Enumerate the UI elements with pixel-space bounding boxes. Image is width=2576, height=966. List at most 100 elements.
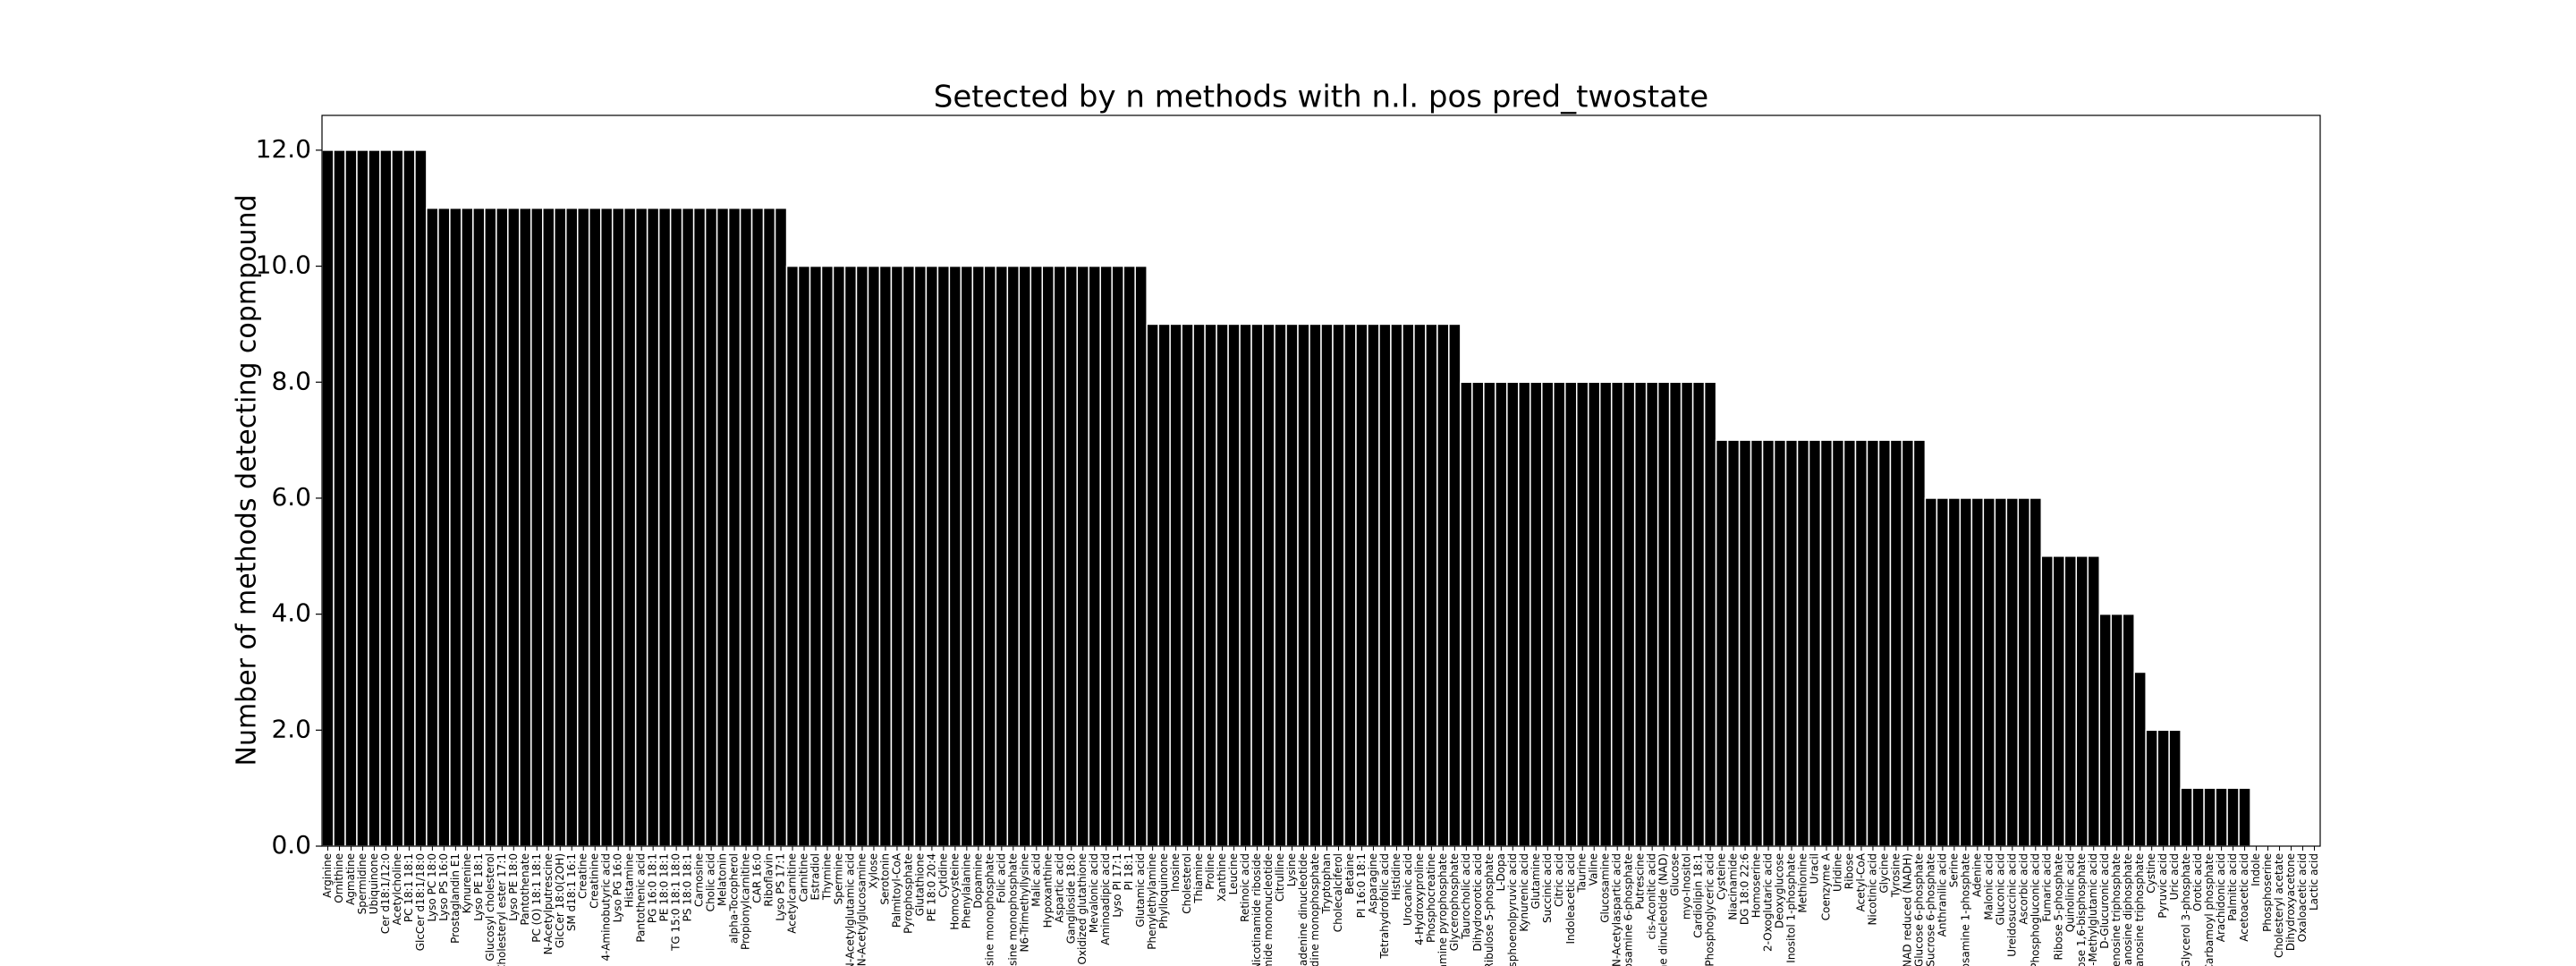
bar: [1262, 323, 1275, 847]
x-tick-label: Lysine: [1285, 853, 1298, 886]
bar: [368, 149, 381, 847]
x-tick-label: Lyso PS 16:0: [437, 853, 450, 921]
bar: [588, 207, 602, 847]
x-tick-label: Kynurenine: [461, 853, 473, 913]
bar: [774, 207, 788, 847]
chart-title: Setected by n methods with n.l. pos pred…: [934, 80, 1708, 115]
bar: [414, 149, 428, 847]
x-tick-label: Fructose 1,6-bisphosphate: [2075, 853, 2088, 966]
bar: [1808, 439, 1822, 847]
x-tick-label: PS 18:0 18:1: [682, 853, 694, 921]
bar: [797, 265, 811, 847]
bar: [1181, 323, 1194, 847]
bar: [2017, 497, 2031, 847]
x-tick-label: Arachidonic acid: [2215, 853, 2227, 942]
x-tick-label: Adenosine triphosphate: [2110, 853, 2123, 966]
x-tick-label: alpha-Tocopherol: [728, 853, 741, 944]
x-tick-label: Cytidine: [936, 853, 949, 897]
x-tick-label: Carbamoyl phosphate: [2203, 853, 2216, 966]
x-tick-label: Thiamine pyrophosphate: [1436, 853, 1449, 966]
bar: [437, 207, 451, 847]
x-tick-label: Phenylalanine: [960, 853, 972, 928]
bar: [1703, 381, 1717, 847]
x-tick-label: Ribose: [1843, 853, 1855, 889]
x-tick-label: Fumaric acid: [2040, 853, 2053, 921]
bar: [913, 265, 928, 847]
x-tick-label: Lactic acid: [2308, 853, 2320, 911]
x-tick-label: Valine: [1588, 853, 1600, 886]
x-tick-label: Coenzyme A: [1819, 852, 1832, 920]
bar: [1495, 381, 1508, 847]
bar: [461, 207, 474, 847]
bar: [936, 265, 951, 847]
bar: [1471, 381, 1485, 847]
bar: [1819, 439, 1834, 847]
x-tick-label: Glycine: [1877, 853, 1890, 894]
x-tick-label: Propionylcarnitine: [740, 853, 752, 950]
bar: [1750, 439, 1764, 847]
bar: [1332, 323, 1345, 847]
x-tick-label: Inositol 1-phosphate: [1785, 853, 1798, 963]
bar: [554, 207, 567, 847]
bar: [1146, 323, 1159, 847]
x-tick-label: N-Acetylaspartic acid: [1611, 853, 1623, 966]
x-tick-label: Agmatine: [344, 853, 357, 905]
bar: [646, 207, 660, 847]
bar: [2098, 613, 2112, 847]
x-tick-label: Betaine: [1343, 853, 1356, 894]
bar: [2005, 497, 2020, 847]
x-tick-label: Aminoadipic acid: [1099, 853, 1112, 945]
x-tick-label: D-Glucuronic acid: [2098, 853, 2111, 949]
x-tick-label: Palmitoyl-CoA: [890, 852, 902, 928]
bar: [611, 207, 625, 847]
bar: [995, 265, 1009, 847]
y-tick-label: 8.0: [271, 366, 311, 395]
bar: [1959, 497, 1973, 847]
x-tick-label: Cytidine monophosphate: [1309, 853, 1321, 966]
x-tick-label: Lyso PG 16:0: [612, 853, 624, 922]
x-tick-label: Pyruvic acid: [2157, 853, 2169, 919]
x-tick-label: Inosine: [1169, 853, 1182, 892]
bar: [1715, 439, 1729, 847]
x-tick-label: Oxaloacetic acid: [2296, 853, 2309, 942]
x-tick-label: Quinolinic acid: [2063, 853, 2076, 932]
bar: [1564, 381, 1578, 847]
x-tick-label: Succinic acid: [1541, 853, 1554, 923]
x-tick-label: Lyso PI 17:1: [1111, 853, 1123, 918]
x-tick-label: Glucosyl cholesterol: [484, 853, 496, 962]
bar: [2168, 729, 2182, 847]
bar: [2029, 497, 2043, 847]
x-tick-label: 4-Aminobutyric acid: [600, 853, 613, 962]
bar: [843, 265, 858, 847]
x-tick-label: Palmitic acid: [2226, 853, 2239, 921]
x-tick-label: N-Acetylglutamic acid: [843, 853, 856, 966]
bar: [1645, 381, 1659, 847]
y-axis-label: Number of methods detecting copmpound: [232, 194, 263, 766]
bar: [2075, 555, 2089, 847]
bar: [692, 207, 707, 847]
x-tick-label: Histamine: [623, 853, 636, 908]
bar: [1320, 323, 1334, 847]
x-tick-label: Gluconic acid: [1994, 853, 2006, 925]
x-tick-label: Indoleacetic acid: [1564, 853, 1577, 945]
bar: [1530, 381, 1543, 847]
bar: [2238, 787, 2251, 847]
x-tick-label: Taurine: [1576, 853, 1589, 894]
x-tick-label: Ascorbic acid: [2017, 853, 2029, 925]
x-tick-label: Creatine: [577, 853, 589, 899]
x-tick-label: PC 18:1 18:1: [402, 853, 415, 922]
bar: [1367, 323, 1380, 847]
bar: [1250, 323, 1264, 847]
x-tick-label: Uracil: [1809, 853, 1821, 884]
bar: [669, 207, 683, 847]
x-tick-label: Riboflavin: [763, 853, 775, 907]
bar: [1866, 439, 1880, 847]
bar: [2145, 729, 2158, 847]
bar: [1657, 381, 1671, 847]
bar: [1738, 439, 1752, 847]
bar: [449, 207, 462, 847]
bar: [379, 149, 393, 847]
bar: [1285, 323, 1299, 847]
bar: [2133, 671, 2147, 847]
x-tick-label: PE 18:0 18:1: [658, 853, 671, 921]
